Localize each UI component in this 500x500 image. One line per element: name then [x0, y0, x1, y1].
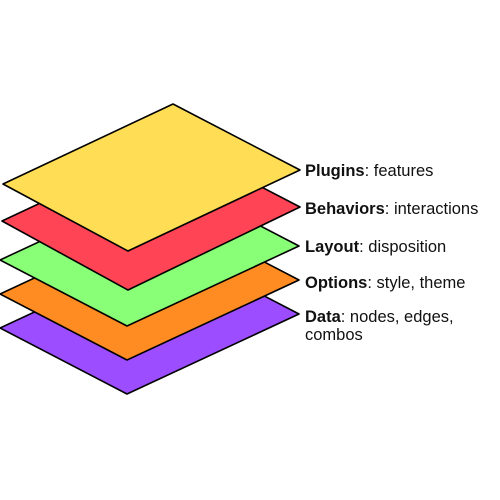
- label-plugins-strong: Plugins: [305, 162, 365, 180]
- label-plugins: Plugins: features: [305, 162, 433, 180]
- label-data: Data: nodes, edges,: [305, 308, 454, 326]
- label-options-desc: : style, theme: [367, 274, 465, 292]
- label-layout-strong: Layout: [305, 238, 360, 256]
- label-layout-desc: : disposition: [359, 238, 446, 256]
- label-behaviors-strong: Behaviors: [305, 200, 385, 218]
- layer-plugins: [2, 103, 301, 252]
- label-options: Options: style, theme: [305, 274, 465, 292]
- layer-plugins-plane: [2, 103, 301, 252]
- label-behaviors-desc: : interactions: [385, 200, 479, 218]
- label-plugins-desc: : features: [365, 162, 434, 180]
- label-behaviors: Behaviors: interactions: [305, 200, 478, 218]
- label-data-strong: Data: [305, 308, 342, 326]
- label-options-strong: Options: [305, 274, 367, 292]
- label-data-desc: : nodes, edges,: [341, 308, 454, 326]
- label-data-line2: combos: [305, 326, 363, 344]
- label-layout: Layout: disposition: [305, 238, 446, 256]
